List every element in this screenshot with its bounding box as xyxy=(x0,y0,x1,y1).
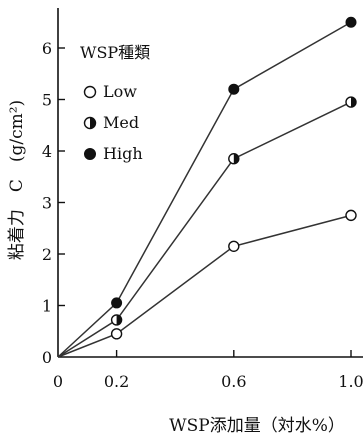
data-point-med xyxy=(228,153,240,165)
legend-marker-high xyxy=(84,148,96,160)
legend-marker-med xyxy=(83,116,97,130)
y-tick-label: 3 xyxy=(42,194,52,213)
series-line-low xyxy=(57,214,352,358)
y-tick-label: 0 xyxy=(42,348,52,367)
data-point-low xyxy=(228,240,240,252)
y-tick-label: 6 xyxy=(42,39,52,58)
x-tick-label: 0.2 xyxy=(104,372,129,391)
x-tick-label: 1.0 xyxy=(338,372,363,391)
legend-title: WSP種類 xyxy=(80,43,150,62)
series-line-high xyxy=(57,21,352,358)
data-point-med xyxy=(110,314,123,326)
data-point-low xyxy=(110,328,123,340)
legend-marker-low xyxy=(83,85,97,99)
y-tick-label: 5 xyxy=(42,91,52,110)
data-point-high xyxy=(111,297,123,309)
legend-label-low: Low xyxy=(103,82,137,101)
data-point-high xyxy=(345,16,357,28)
data-point-low xyxy=(345,209,357,222)
series-line-med xyxy=(57,101,352,358)
x-tick-label: 0 xyxy=(53,372,63,391)
y-tick-label: 1 xyxy=(42,297,52,316)
legend-label-med: Med xyxy=(103,113,139,132)
y-tick-label: 4 xyxy=(42,142,52,161)
series-markers xyxy=(110,16,357,340)
legend: WSP種類 Low Med High xyxy=(80,43,150,163)
y-tick-label: 2 xyxy=(42,245,52,264)
y-axis-label: 粘着力 C (g/cm²) xyxy=(7,100,27,260)
legend-label-high: High xyxy=(103,144,143,163)
x-tick-label: 0.6 xyxy=(221,372,246,391)
data-point-med xyxy=(345,96,357,108)
series-lines xyxy=(57,21,352,358)
x-axis-label: WSP添加量（対水%） xyxy=(169,416,345,436)
axes: 0 1 2 3 4 5 6 0 0.2 0.6 1.0 xyxy=(42,8,363,391)
data-point-high xyxy=(228,83,240,95)
